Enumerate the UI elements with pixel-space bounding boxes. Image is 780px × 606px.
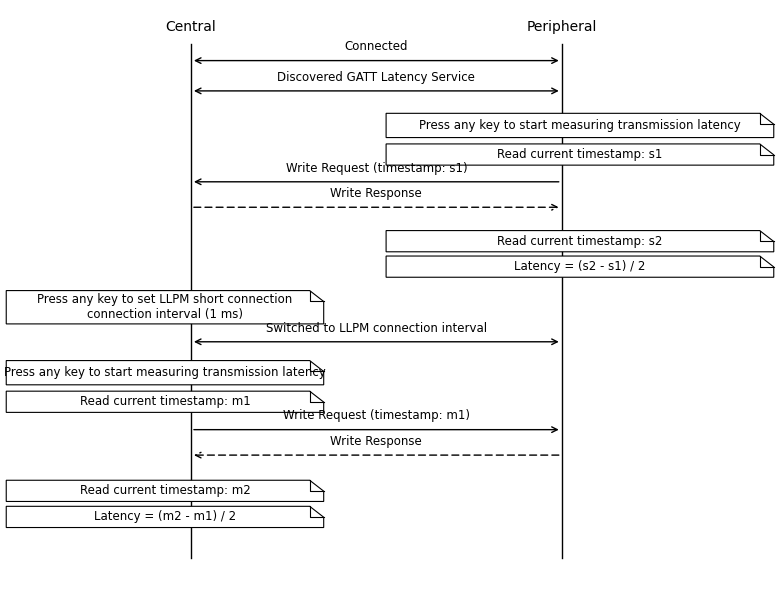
Text: Read current timestamp: m2: Read current timestamp: m2 — [80, 484, 250, 498]
Text: Peripheral: Peripheral — [526, 20, 597, 35]
Text: Press any key to start measuring transmission latency: Press any key to start measuring transmi… — [4, 366, 326, 379]
Text: Write Response: Write Response — [331, 435, 422, 448]
Polygon shape — [6, 391, 324, 412]
Text: Press any key to start measuring transmission latency: Press any key to start measuring transmi… — [419, 119, 741, 132]
Text: Press any key to set LLPM short connection
connection interval (1 ms): Press any key to set LLPM short connecti… — [37, 293, 292, 321]
Polygon shape — [6, 361, 324, 385]
Text: Read current timestamp: s2: Read current timestamp: s2 — [497, 235, 663, 248]
Polygon shape — [6, 507, 324, 527]
Polygon shape — [386, 231, 774, 252]
Polygon shape — [386, 113, 774, 138]
Text: Connected: Connected — [345, 41, 408, 53]
Text: Discovered GATT Latency Service: Discovered GATT Latency Service — [278, 71, 475, 84]
Text: Switched to LLPM connection interval: Switched to LLPM connection interval — [266, 322, 487, 335]
Text: Write Response: Write Response — [331, 187, 422, 200]
Text: Read current timestamp: s1: Read current timestamp: s1 — [497, 148, 663, 161]
Text: Latency = (m2 - m1) / 2: Latency = (m2 - m1) / 2 — [94, 510, 236, 524]
Polygon shape — [386, 256, 774, 277]
Polygon shape — [386, 144, 774, 165]
Text: Latency = (s2 - s1) / 2: Latency = (s2 - s1) / 2 — [514, 260, 646, 273]
Text: Central: Central — [165, 20, 217, 35]
Text: Write Request (timestamp: m1): Write Request (timestamp: m1) — [283, 410, 470, 422]
Text: Read current timestamp: m1: Read current timestamp: m1 — [80, 395, 250, 408]
Polygon shape — [6, 291, 324, 324]
Polygon shape — [6, 480, 324, 502]
Text: Write Request (timestamp: s1): Write Request (timestamp: s1) — [285, 162, 467, 175]
